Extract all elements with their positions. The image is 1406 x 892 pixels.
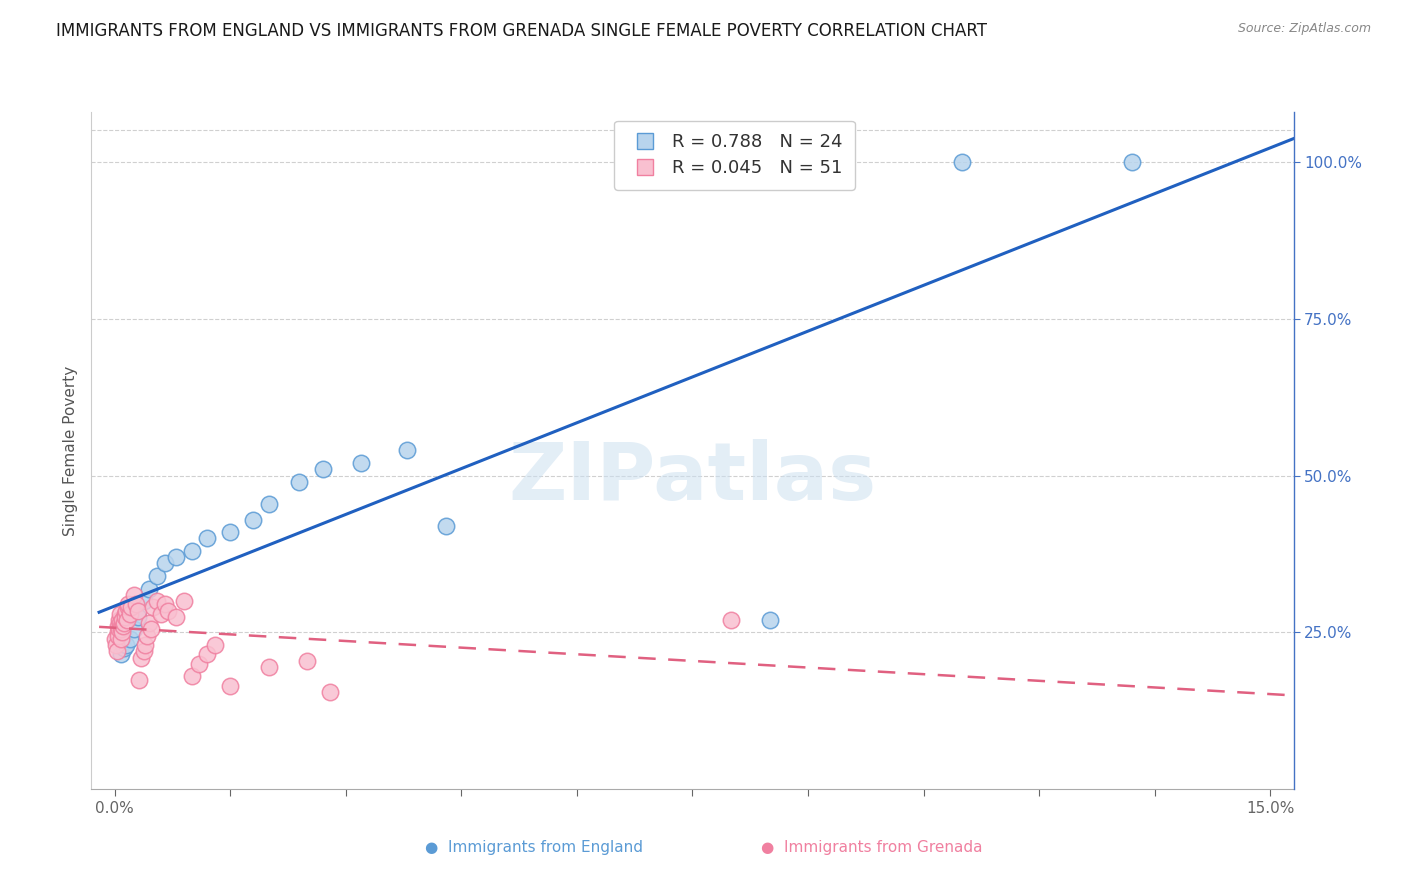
Text: Source: ZipAtlas.com: Source: ZipAtlas.com [1237,22,1371,36]
Point [396,443,419,458]
Point [131,650,153,665]
Point [122,623,145,637]
Legend: R = 0.788   N = 24, R = 0.045   N = 51: R = 0.788 N = 24, R = 0.045 N = 51 [614,120,855,190]
Point [110,623,132,637]
Point [108,607,131,621]
Point [107,619,129,633]
Point [118,632,141,646]
Point [434,518,457,533]
Point [165,609,187,624]
Point [195,648,218,662]
Point [257,660,280,674]
Y-axis label: Single Female Poverty: Single Female Poverty [62,366,77,535]
Point [128,673,150,687]
Point [117,597,139,611]
Point [311,462,333,476]
Point [295,654,318,668]
Point [242,512,264,526]
Point [165,550,187,565]
Point [115,603,138,617]
Point [104,632,127,646]
Point [153,557,176,571]
Point [112,641,135,656]
Point [138,616,160,631]
Point [111,619,134,633]
Point [288,475,311,489]
Point [350,456,373,470]
Point [110,632,132,646]
Point [127,603,149,617]
Point [134,638,156,652]
Point [146,594,169,608]
Point [105,644,128,658]
Point [180,544,202,558]
Text: IMMIGRANTS FROM ENGLAND VS IMMIGRANTS FROM GRENADA SINGLE FEMALE POVERTY CORRELA: IMMIGRANTS FROM ENGLAND VS IMMIGRANTS FR… [56,22,987,40]
Point [146,569,169,583]
Point [107,625,129,640]
Point [108,616,131,631]
Point [173,594,195,608]
Point [132,594,155,608]
Point [319,685,342,699]
Point [157,603,180,617]
Point [132,644,155,658]
Point [125,597,148,611]
Point [107,629,129,643]
Point [108,623,131,637]
Point [219,679,242,693]
Point [149,607,172,621]
Point [108,613,131,627]
Point [141,623,163,637]
Point [111,613,134,627]
Point [950,154,973,169]
Point [138,582,160,596]
Point [114,607,136,621]
Point [118,607,141,621]
Point [127,609,149,624]
Text: ●  Immigrants from England: ● Immigrants from England [425,840,644,855]
Text: ●  Immigrants from Grenada: ● Immigrants from Grenada [761,840,983,855]
Point [112,616,135,631]
Point [105,638,128,652]
Point [122,588,145,602]
Point [195,532,218,546]
Point [117,600,139,615]
Point [257,497,280,511]
Point [153,597,176,611]
Point [758,613,780,627]
Point [188,657,211,671]
Point [720,613,742,627]
Point [110,619,132,633]
Point [111,625,134,640]
Point [1121,154,1143,169]
Point [204,638,226,652]
Text: ZIPatlas: ZIPatlas [509,439,876,516]
Point [135,629,157,643]
Point [180,669,202,683]
Point [142,600,165,615]
Point [120,600,143,615]
Point [110,648,132,662]
Point [114,609,136,624]
Point [219,524,242,539]
Point [115,638,138,652]
Point [115,613,138,627]
